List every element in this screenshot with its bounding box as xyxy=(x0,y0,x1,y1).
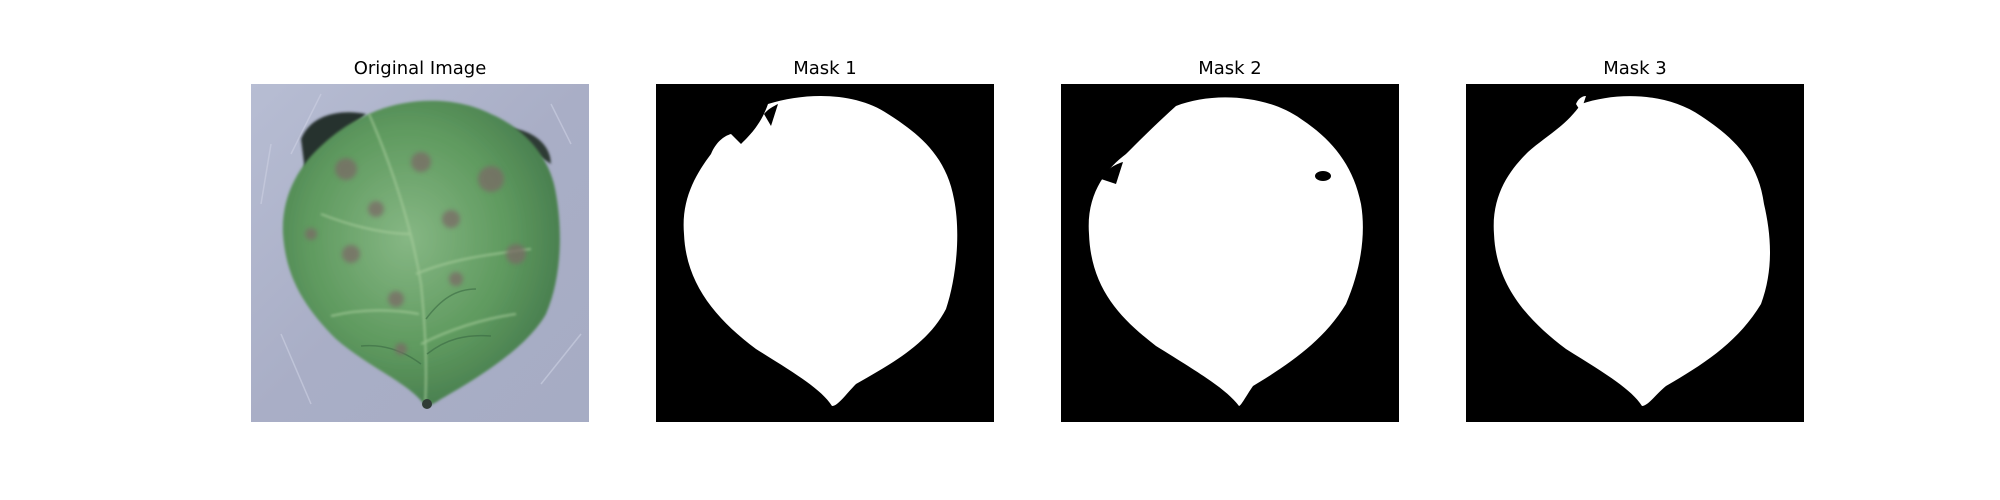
leaf-icon xyxy=(251,84,589,422)
original-leaf-photo xyxy=(251,84,589,422)
mask-3-image xyxy=(1466,84,1804,422)
panel-title: Original Image xyxy=(353,58,487,79)
mask-2-image xyxy=(1061,84,1399,422)
mask-1-image xyxy=(656,84,994,422)
panel-title: Mask 1 xyxy=(793,58,857,79)
panel-title: Mask 2 xyxy=(1198,58,1262,79)
panel-title: Mask 3 xyxy=(1603,58,1667,79)
